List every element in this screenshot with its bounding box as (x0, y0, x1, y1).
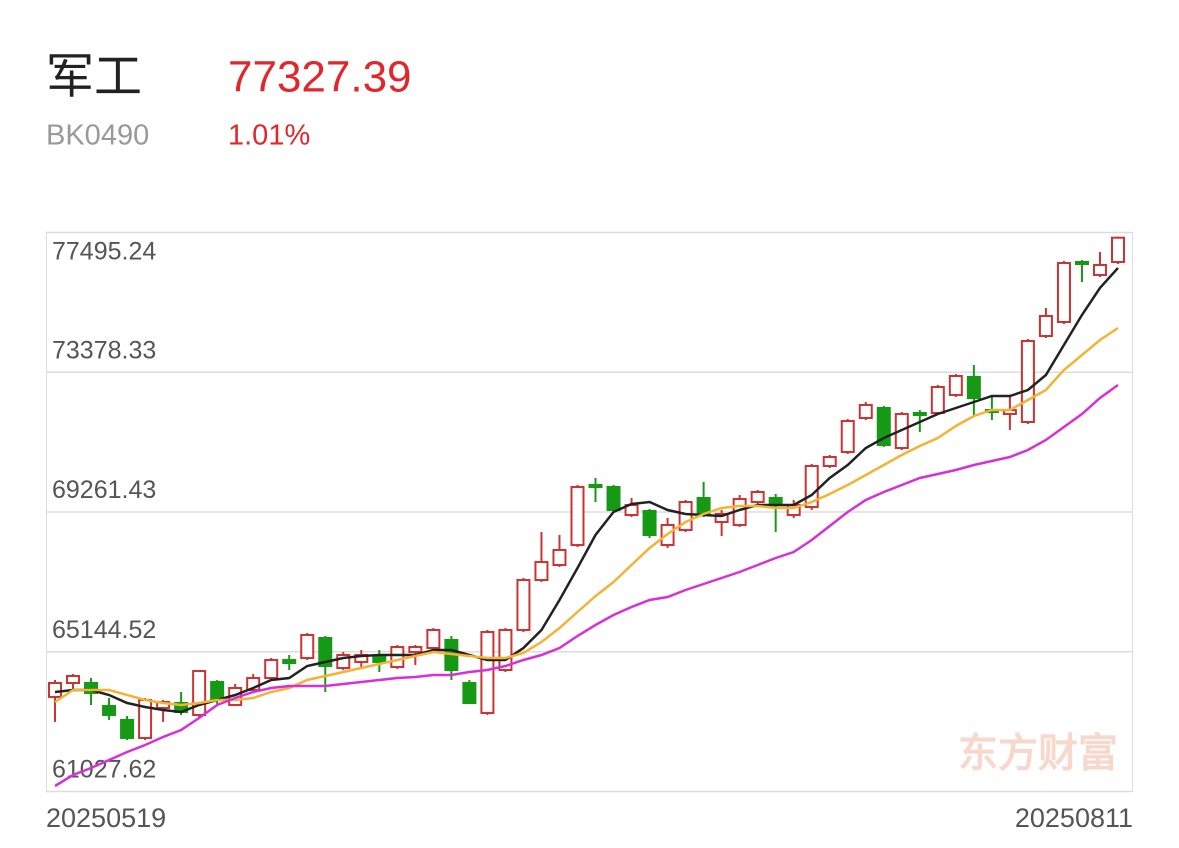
board-name: 军工 (46, 51, 142, 104)
candle-body (534, 561, 549, 582)
candle-body (264, 659, 279, 680)
candle-body (282, 659, 297, 665)
candle-body (570, 486, 585, 547)
candle-body (840, 420, 855, 454)
candle-body (300, 634, 315, 660)
candle-body (1074, 260, 1089, 265)
candle-body (462, 682, 477, 705)
candle-body (408, 646, 423, 654)
candle-body (1038, 314, 1053, 338)
candle-body (966, 375, 981, 400)
candle-body (588, 484, 603, 489)
price: 77327.39 (228, 53, 412, 102)
candle-body (48, 682, 62, 698)
candle-body (1020, 340, 1035, 424)
candle-body (192, 669, 207, 716)
y-tick-label: 69261.43 (52, 476, 156, 504)
y-tick-label: 61027.62 (52, 756, 156, 784)
candle-body (102, 704, 117, 716)
moving-average-line (54, 267, 1119, 714)
candle-body (552, 549, 567, 567)
candle-body (318, 636, 333, 668)
candle-body (120, 718, 135, 739)
candle-body (84, 682, 99, 694)
candle-body (606, 486, 621, 512)
watermark: 东方财富 (958, 732, 1118, 776)
candle-body (948, 375, 963, 396)
candle-body (210, 680, 225, 702)
candle-body (66, 675, 81, 685)
board-code: BK0490 (46, 120, 149, 152)
candle-body (516, 579, 531, 632)
candle-body (426, 629, 441, 650)
candle-body (480, 631, 495, 714)
candle-body (912, 412, 927, 417)
candle-body (858, 403, 873, 419)
candle-body (1056, 262, 1071, 323)
candle-body (714, 512, 729, 524)
candle-body (372, 656, 387, 664)
candle-body (750, 490, 765, 504)
candle-body (1111, 236, 1125, 263)
change: 1.01% (228, 120, 310, 152)
x-tick-label: 20250519 (46, 803, 166, 833)
candle-body (642, 510, 657, 537)
y-tick-label: 77495.24 (52, 238, 156, 266)
moving-average-line (54, 383, 1119, 788)
candle-body (822, 455, 837, 467)
x-tick-label: 20250811 (1015, 803, 1133, 833)
y-tick-label: 65144.52 (52, 616, 156, 644)
candle-body (390, 646, 405, 669)
candle-body (930, 386, 945, 415)
y-tick-label: 73378.33 (52, 336, 156, 364)
candle-body (1092, 264, 1107, 276)
